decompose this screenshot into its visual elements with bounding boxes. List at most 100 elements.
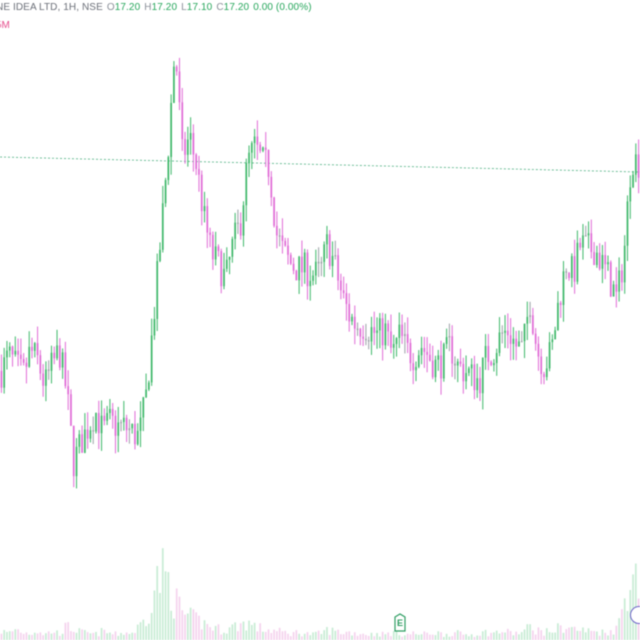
candle-body[interactable]	[14, 350, 17, 355]
candle-body[interactable]	[543, 373, 545, 378]
candle-body[interactable]	[557, 302, 559, 331]
candle-body[interactable]	[234, 222, 236, 239]
candle-body[interactable]	[3, 357, 6, 388]
candle-body[interactable]	[200, 174, 203, 212]
candle-body[interactable]	[320, 261, 323, 264]
candle-body[interactable]	[245, 162, 248, 206]
candle-body[interactable]	[256, 136, 259, 145]
candle-body[interactable]	[281, 235, 284, 241]
candle-body[interactable]	[504, 330, 506, 333]
candle-body[interactable]	[637, 154, 640, 178]
candle-body[interactable]	[456, 361, 459, 366]
candle-body[interactable]	[506, 330, 509, 336]
candle-body[interactable]	[139, 417, 142, 431]
candle-body[interactable]	[554, 330, 556, 340]
candle-body[interactable]	[22, 359, 25, 363]
candle-body[interactable]	[306, 252, 309, 287]
candle-body[interactable]	[465, 373, 467, 382]
candle-body[interactable]	[109, 408, 111, 414]
candle-body[interactable]	[309, 280, 312, 287]
candle-body[interactable]	[420, 348, 423, 356]
candle-body[interactable]	[75, 446, 78, 477]
candle-body[interactable]	[253, 136, 256, 144]
candle-body[interactable]	[518, 341, 520, 347]
candle-body[interactable]	[490, 361, 492, 366]
candle-body[interactable]	[359, 328, 362, 337]
candle-body[interactable]	[623, 245, 626, 283]
candle-body[interactable]	[64, 352, 67, 387]
symbol-title[interactable]: NE IDEA LTD, 1H, NSE	[0, 2, 103, 13]
candle-body[interactable]	[237, 222, 239, 224]
candle-body[interactable]	[473, 364, 476, 391]
candle-body[interactable]	[31, 346, 33, 351]
candle-body[interactable]	[192, 133, 195, 155]
candle-body[interactable]	[434, 359, 437, 378]
candle-body[interactable]	[164, 180, 167, 204]
candle-body[interactable]	[209, 232, 211, 235]
candle-body[interactable]	[515, 338, 518, 347]
candle-body[interactable]	[348, 303, 351, 322]
candle-body[interactable]	[312, 275, 314, 281]
candle-body[interactable]	[495, 352, 498, 364]
candle-body[interactable]	[417, 355, 420, 367]
candle-body[interactable]	[545, 368, 548, 378]
candle-body[interactable]	[173, 66, 175, 103]
candle-body[interactable]	[582, 235, 584, 248]
candle-body[interactable]	[532, 315, 534, 334]
candle-body[interactable]	[378, 318, 381, 331]
candle-body[interactable]	[262, 147, 264, 151]
candle-body[interactable]	[122, 417, 125, 423]
candle-body[interactable]	[195, 154, 198, 169]
candle-body[interactable]	[150, 335, 153, 383]
candle-body[interactable]	[220, 251, 223, 287]
candle-body[interactable]	[376, 330, 378, 333]
candle-body[interactable]	[203, 206, 206, 212]
candle-body[interactable]	[136, 430, 139, 445]
candle-body[interactable]	[337, 255, 339, 281]
candle-body[interactable]	[214, 246, 217, 260]
candle-body[interactable]	[621, 270, 623, 283]
candle-body[interactable]	[92, 430, 95, 432]
candle-body[interactable]	[404, 334, 406, 337]
candle-body[interactable]	[276, 225, 278, 236]
candle-body[interactable]	[559, 302, 562, 305]
candle-body[interactable]	[629, 187, 632, 202]
candle-body[interactable]	[384, 323, 387, 346]
candle-body[interactable]	[501, 332, 504, 334]
candle-body[interactable]	[106, 413, 108, 421]
earnings-badge[interactable]: E	[393, 613, 407, 633]
candle-body[interactable]	[317, 261, 320, 264]
candle-body[interactable]	[626, 201, 629, 246]
candle-body[interactable]	[81, 434, 83, 453]
candle-body[interactable]	[540, 356, 543, 374]
candle-body[interactable]	[11, 346, 14, 355]
candle-body[interactable]	[273, 197, 275, 226]
candle-body[interactable]	[70, 394, 72, 426]
candle-body[interactable]	[390, 331, 392, 348]
candle-body[interactable]	[264, 147, 267, 150]
candle-body[interactable]	[334, 255, 337, 257]
candle-body[interactable]	[523, 323, 526, 342]
candle-body[interactable]	[100, 415, 103, 434]
candle-body[interactable]	[314, 261, 317, 276]
candle-body[interactable]	[409, 342, 412, 364]
candle-body[interactable]	[131, 423, 134, 429]
candle-body[interactable]	[301, 256, 303, 273]
candle-body[interactable]	[579, 242, 582, 248]
candle-body[interactable]	[601, 254, 604, 269]
candle-body[interactable]	[298, 256, 300, 281]
candle-body[interactable]	[401, 324, 403, 337]
candle-body[interactable]	[340, 280, 342, 291]
candle-body[interactable]	[53, 352, 56, 359]
candle-body[interactable]	[20, 354, 22, 360]
candle-body[interactable]	[367, 340, 370, 342]
candle-body[interactable]	[278, 235, 281, 237]
candle-body[interactable]	[239, 223, 242, 236]
candle-body[interactable]	[509, 335, 512, 344]
candle-body[interactable]	[103, 415, 106, 421]
candle-body[interactable]	[67, 386, 70, 395]
candles[interactable]	[0, 57, 640, 489]
candle-body[interactable]	[392, 344, 395, 348]
candle-body[interactable]	[50, 352, 53, 371]
